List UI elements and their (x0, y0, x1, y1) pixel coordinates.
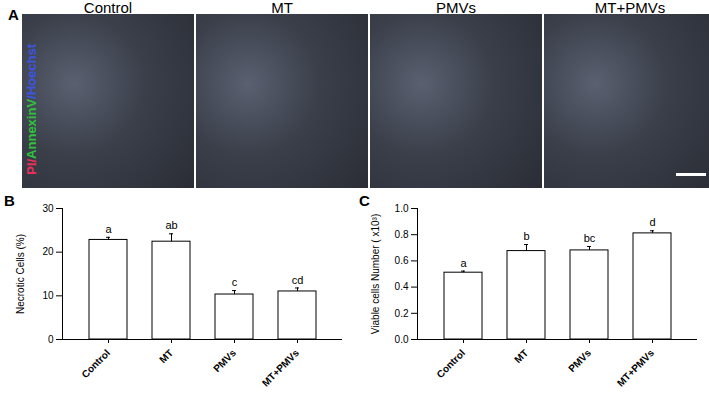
svg-text:a: a (105, 223, 112, 235)
html-text:MT: MT (271, 0, 293, 16)
svg-text:PMVs: PMVs (566, 347, 593, 374)
svg-text:20: 20 (42, 246, 54, 257)
svg-text:Viable cells Number ( x10³): Viable cells Number ( x10³) (370, 214, 381, 334)
svg-text:d: d (649, 216, 655, 228)
svg-text:MT: MT (512, 347, 530, 365)
svg-text:Control: Control (434, 347, 467, 380)
html-text:/Hoechst: /Hoechst (24, 44, 39, 99)
svg-text:Control: Control (79, 347, 112, 380)
svg-text:c: c (232, 276, 238, 288)
svg-text:MT+PMVs: MT+PMVs (615, 347, 657, 389)
html-text:PI/: PI/ (24, 158, 39, 175)
svg-text:a: a (460, 257, 467, 269)
svg-text:0.0: 0.0 (395, 334, 409, 345)
svg-text:MT+PMVs: MT+PMVs (260, 347, 302, 389)
svg-text:10: 10 (42, 290, 54, 301)
svg-text:b: b (523, 230, 529, 242)
html-text:MT+PMVs: MT+PMVs (594, 0, 666, 16)
svg-text:0.6: 0.6 (395, 255, 409, 266)
svg-text:MT: MT (157, 347, 175, 365)
svg-text:0.4: 0.4 (395, 281, 409, 292)
svg-text:0.8: 0.8 (395, 229, 409, 240)
html-text:B: B (4, 192, 15, 209)
html-text:A: A (8, 6, 19, 23)
svg-text:0.2: 0.2 (395, 308, 409, 319)
svg-text:30: 30 (42, 203, 54, 214)
html-text:PMVs: PMVs (436, 0, 476, 16)
svg-text:0: 0 (48, 334, 54, 345)
html-text:Control: Control (83, 0, 133, 16)
svg-text:bc: bc (584, 232, 596, 244)
svg-text:Necrotic Cells (%): Necrotic Cells (%) (15, 234, 26, 314)
svg-text:1.0: 1.0 (395, 203, 409, 214)
svg-text:cd: cd (292, 273, 304, 285)
html-text:C: C (359, 192, 370, 209)
html-text:AnnexinV: AnnexinV (24, 98, 39, 159)
svg-text:PMVs: PMVs (211, 347, 238, 374)
svg-text:ab: ab (165, 219, 177, 231)
